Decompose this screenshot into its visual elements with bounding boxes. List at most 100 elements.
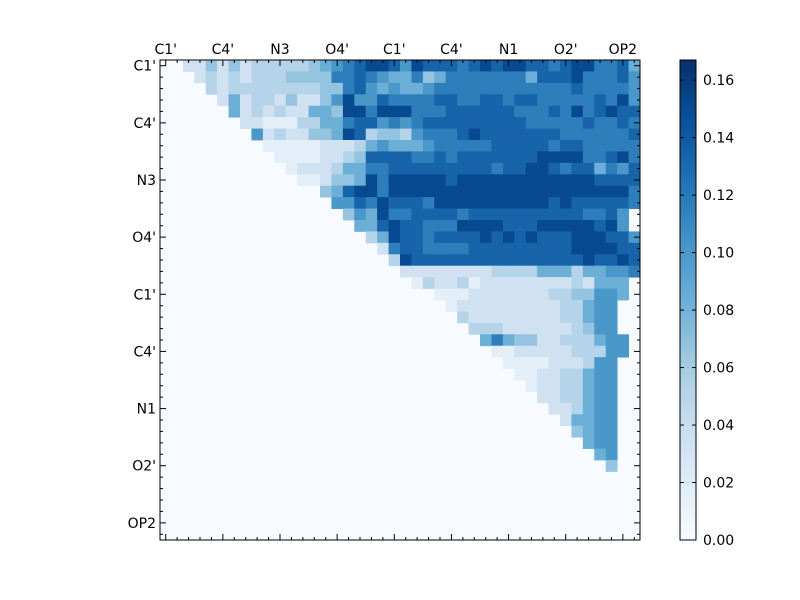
heatmap-cell	[594, 288, 607, 301]
heatmap-cell	[502, 231, 515, 244]
heatmap-cell	[514, 254, 527, 267]
heatmap-cell	[377, 105, 389, 118]
heatmap-cell	[514, 300, 527, 312]
heatmap-cell	[274, 128, 287, 141]
heatmap-cell	[445, 105, 458, 118]
heatmap-cell	[560, 322, 572, 335]
heatmap-cell	[388, 197, 401, 209]
heatmap-cell	[571, 357, 584, 369]
heatmap-cell	[480, 140, 492, 152]
heatmap-cell	[297, 105, 309, 118]
heatmap-cell	[582, 357, 595, 369]
heatmap-cell	[537, 391, 549, 404]
heatmap-cell	[320, 128, 332, 141]
heatmap-cell	[548, 334, 561, 347]
heatmap-cell	[605, 242, 618, 255]
heatmap-cell	[480, 60, 492, 72]
heatmap-cell	[297, 162, 309, 175]
heatmap-cell	[502, 151, 515, 164]
colorbar-tick-label: 0.10	[703, 246, 734, 262]
x-tick-label: C4'	[212, 42, 235, 58]
heatmap-cell	[445, 220, 458, 232]
heatmap-cell	[228, 105, 241, 118]
heatmap-cell	[514, 334, 527, 347]
heatmap-cell	[400, 231, 412, 244]
heatmap-cell	[468, 140, 481, 152]
heatmap-cell	[434, 151, 447, 164]
heatmap-cell	[377, 174, 389, 187]
y-tick-label: O4'	[132, 230, 156, 246]
heatmap-cell	[308, 162, 321, 175]
heatmap-cell	[594, 414, 607, 427]
heatmap-cell	[571, 60, 584, 72]
heatmap-cell	[628, 162, 641, 175]
heatmap-cell	[502, 242, 515, 255]
heatmap-cell	[411, 105, 424, 118]
heatmap-cell	[411, 60, 424, 72]
heatmap-cell	[377, 208, 389, 221]
heatmap-cell	[308, 94, 321, 107]
heatmap-cell	[502, 311, 515, 324]
heatmap-cell	[617, 128, 629, 141]
heatmap-cell	[514, 357, 527, 369]
heatmap-cell	[354, 60, 367, 72]
heatmap-cell	[434, 220, 447, 232]
heatmap-cell	[571, 311, 584, 324]
heatmap-cell	[571, 277, 584, 289]
heatmap-cell	[548, 311, 561, 324]
heatmap-cell	[537, 82, 549, 95]
heatmap-cell	[377, 231, 389, 244]
heatmap-cell	[582, 220, 595, 232]
heatmap-cell	[388, 71, 401, 84]
heatmap-cell	[262, 82, 275, 95]
heatmap-cell	[582, 254, 595, 267]
heatmap-cell	[377, 140, 389, 152]
heatmap-cell	[594, 174, 607, 187]
heatmap-cell	[617, 105, 629, 118]
heatmap-cell	[548, 345, 561, 358]
heatmap-cell	[594, 220, 607, 232]
x-tick-label: C1'	[154, 42, 177, 58]
heatmap-cell	[560, 208, 572, 221]
heatmap-cell	[342, 174, 355, 187]
heatmap-cell	[594, 448, 607, 461]
heatmap-cell	[388, 208, 401, 221]
heatmap-cell	[525, 220, 538, 232]
heatmap-cell	[594, 105, 607, 118]
heatmap-cell	[251, 71, 264, 84]
heatmap-cell	[502, 82, 515, 95]
heatmap-cell	[422, 185, 435, 198]
heatmap-cell	[525, 185, 538, 198]
heatmap-cell	[502, 345, 515, 358]
heatmap-cell	[502, 254, 515, 267]
heatmap-cell	[525, 277, 538, 289]
heatmap-cell	[605, 208, 618, 221]
heatmap-cell	[571, 140, 584, 152]
heatmap-cell	[331, 117, 344, 129]
colorbar-tick-label: 0.16	[703, 73, 734, 89]
heatmap-cell	[560, 82, 572, 95]
heatmap-cell	[605, 322, 618, 335]
heatmap-cell	[628, 185, 641, 198]
heatmap-cell	[605, 117, 618, 129]
heatmap-cell	[320, 71, 332, 84]
heatmap-cell	[422, 254, 435, 267]
heatmap-cell	[411, 82, 424, 95]
heatmap-cell	[434, 105, 447, 118]
heatmap-cell	[365, 220, 378, 232]
heatmap-cell	[548, 140, 561, 152]
heatmap-cell	[342, 140, 355, 152]
heatmap-cell	[594, 82, 607, 95]
heatmap-cell	[457, 71, 469, 84]
heatmap-cell	[422, 208, 435, 221]
heatmap-cell	[582, 94, 595, 107]
heatmap-cell	[605, 448, 618, 461]
heatmap-cell	[537, 334, 549, 347]
heatmap-cell	[388, 151, 401, 164]
heatmap-cell	[537, 380, 549, 392]
heatmap-cell	[537, 140, 549, 152]
heatmap-cell	[320, 162, 332, 175]
heatmap-cell	[445, 174, 458, 187]
heatmap-cell	[525, 288, 538, 301]
